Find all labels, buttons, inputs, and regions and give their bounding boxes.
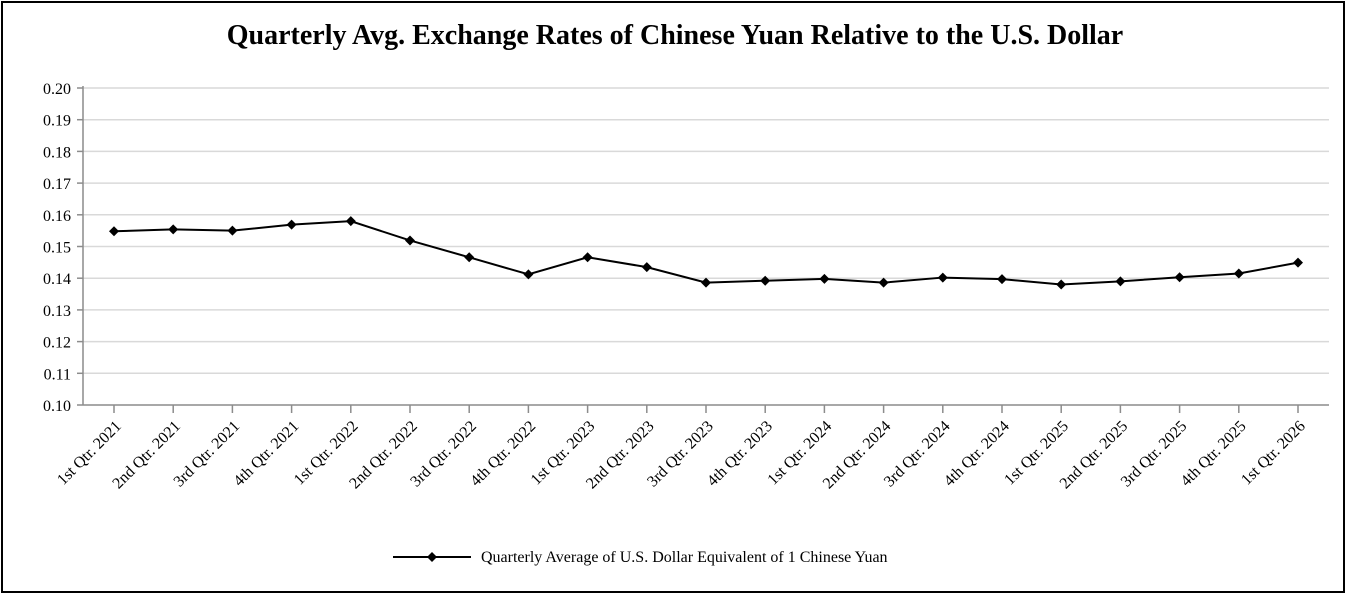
data-point-marker: [819, 273, 830, 284]
y-tick-label: 0.16: [43, 208, 71, 225]
y-tick-label: 0.13: [43, 303, 71, 320]
y-tick-label: 0.19: [43, 113, 71, 130]
data-point-marker: [1293, 257, 1303, 268]
data-point-marker: [878, 277, 889, 288]
data-point-marker: [227, 225, 238, 236]
y-tick-label: 0.20: [43, 81, 71, 98]
data-point-marker: [641, 262, 652, 273]
y-tick-label: 0.17: [43, 176, 71, 193]
data-point-marker: [464, 252, 475, 263]
data-point-marker: [1174, 272, 1185, 283]
legend-label: Quarterly Average of U.S. Dollar Equival…: [481, 549, 888, 566]
y-tick-label: 0.11: [44, 366, 71, 383]
data-point-marker: [937, 272, 948, 283]
data-point-marker: [405, 235, 415, 246]
data-point-marker: [1115, 276, 1126, 287]
axes: [82, 86, 1329, 406]
series-layer: [109, 216, 1303, 290]
data-point-marker: [1233, 268, 1244, 279]
y-tick-label: 0.15: [43, 240, 71, 257]
legend: Quarterly Average of U.S. Dollar Equival…: [393, 549, 888, 566]
data-point-marker: [1056, 279, 1067, 290]
data-point-marker: [760, 275, 771, 286]
data-point-marker: [345, 216, 356, 227]
data-point-marker: [109, 226, 119, 237]
data-point-marker: [701, 277, 711, 288]
x-tick-label: 1st Qtr. 2026: [1238, 418, 1309, 489]
y-tick-label: 0.14: [43, 271, 71, 288]
y-tick-label: 0.10: [43, 398, 71, 415]
y-tick-label: 0.12: [43, 335, 71, 352]
data-point-marker: [286, 219, 297, 230]
data-point-marker: [997, 274, 1007, 285]
data-point-marker: [523, 269, 534, 280]
chart-title: Quarterly Avg. Exchange Rates of Chinese…: [227, 20, 1123, 51]
y-tick-label: 0.18: [43, 144, 71, 161]
legend-diamond-marker: [427, 552, 437, 562]
data-point-marker: [168, 224, 179, 235]
line-chart: Quarterly Avg. Exchange Rates of Chinese…: [43, 20, 1329, 566]
series-line: [113, 220, 1299, 286]
data-point-marker: [582, 252, 593, 263]
y-axis-ticks: 0.10 0.11 0.12 0.13 0.14 0.15 0.16 0.17 0.18 0.19…: [43, 81, 83, 415]
gridlines: [83, 87, 1329, 375]
